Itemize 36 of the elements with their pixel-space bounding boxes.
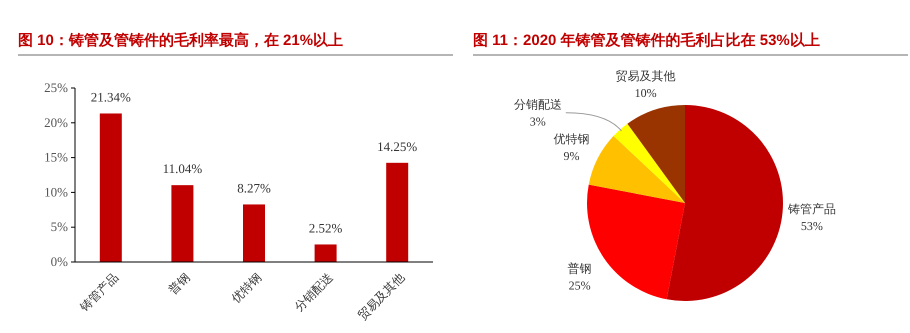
y-tick-label: 25%	[44, 80, 68, 95]
bar	[100, 113, 122, 262]
x-tick-label: 普钢	[166, 270, 193, 298]
y-tick-label: 10%	[44, 184, 68, 200]
y-tick-label: 0%	[50, 254, 68, 269]
slice-label: 分销配送	[514, 98, 562, 112]
data-label: 14.25%	[377, 138, 418, 154]
data-label: 25%	[568, 278, 591, 293]
slice-label: 铸管产品	[786, 202, 836, 216]
data-label: 11.04%	[162, 161, 202, 176]
bar	[171, 185, 194, 262]
data-label: 3%	[530, 114, 546, 129]
data-label: 2.52%	[308, 220, 343, 236]
y-tick-label: 15%	[44, 150, 68, 165]
slice-label: 优特钢	[553, 132, 590, 146]
data-label: 53%	[800, 218, 823, 233]
chart-title: 图 11：2020 年铸管及管铸件的毛利占比在 53%以上	[473, 32, 820, 49]
x-tick-label: 优特钢	[228, 270, 264, 306]
x-tick-label: 铸管产品	[76, 270, 121, 315]
y-tick-label: 5%	[50, 219, 68, 234]
pie-slice	[627, 105, 685, 203]
pie-slice	[614, 124, 685, 203]
pie-slice	[588, 136, 685, 203]
x-tick-label: 贸易及其他	[354, 270, 408, 323]
data-label: 10%	[634, 86, 657, 100]
data-label: 9%	[563, 149, 580, 164]
slice-label: 贸易及其他	[616, 68, 676, 83]
bar	[243, 204, 265, 262]
data-label: 21.34%	[90, 89, 132, 104]
y-tick-label: 20%	[44, 114, 68, 130]
data-label: 8.27%	[237, 180, 271, 196]
x-tick-label: 分销配送	[292, 270, 336, 314]
bar	[314, 244, 337, 262]
chart-title: 图 10：铸管及管铸件的毛利率最高，在 21%以上	[18, 31, 344, 49]
bar	[386, 162, 408, 262]
pie-slice	[666, 105, 783, 301]
